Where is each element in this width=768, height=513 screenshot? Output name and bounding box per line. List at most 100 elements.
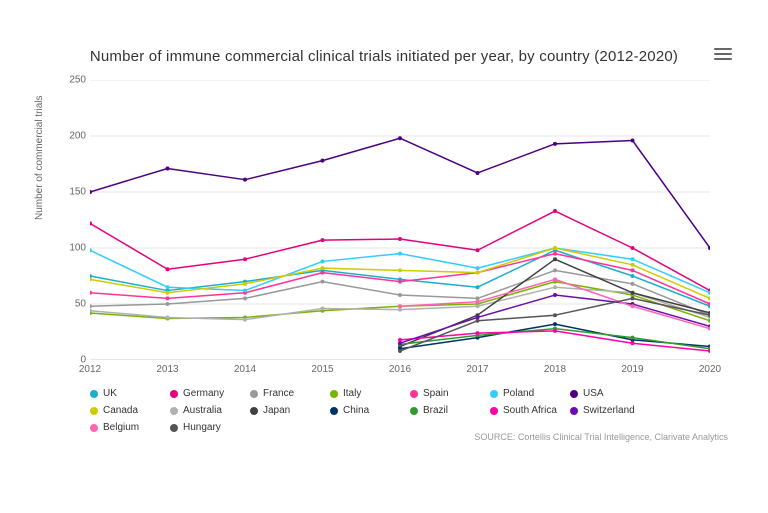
legend-label: South Africa xyxy=(503,405,557,416)
series-marker[interactable] xyxy=(553,285,557,289)
series-marker[interactable] xyxy=(631,268,635,272)
legend-item[interactable]: Switzerland xyxy=(570,405,646,416)
legend-item[interactable]: France xyxy=(250,388,326,399)
series-marker[interactable] xyxy=(166,315,170,319)
series-marker[interactable] xyxy=(321,238,325,242)
series-marker[interactable] xyxy=(321,280,325,284)
series-marker[interactable] xyxy=(398,304,402,308)
series-marker[interactable] xyxy=(398,268,402,272)
legend-item[interactable]: Italy xyxy=(330,388,406,399)
series-marker[interactable] xyxy=(631,263,635,267)
series-marker[interactable] xyxy=(553,322,557,326)
legend-item[interactable]: Japan xyxy=(250,405,326,416)
x-tick-label: 2013 xyxy=(156,364,178,375)
hamburger-icon[interactable] xyxy=(714,48,732,62)
series-marker[interactable] xyxy=(90,277,92,281)
series-marker[interactable] xyxy=(321,266,325,270)
series-marker[interactable] xyxy=(166,285,170,289)
series-marker[interactable] xyxy=(476,304,480,308)
series-marker[interactable] xyxy=(90,291,92,295)
legend-item[interactable]: Poland xyxy=(490,388,566,399)
series-marker[interactable] xyxy=(553,142,557,146)
series-marker[interactable] xyxy=(476,285,480,289)
series-marker[interactable] xyxy=(631,282,635,286)
series-line[interactable] xyxy=(400,331,710,351)
legend-item[interactable]: Spain xyxy=(410,388,486,399)
series-marker[interactable] xyxy=(553,313,557,317)
series-marker[interactable] xyxy=(553,293,557,297)
series-marker[interactable] xyxy=(631,257,635,261)
series-marker[interactable] xyxy=(553,329,557,333)
series-marker[interactable] xyxy=(631,274,635,278)
legend-swatch-icon xyxy=(90,390,98,398)
series-marker[interactable] xyxy=(631,336,635,340)
legend-swatch-icon xyxy=(410,390,418,398)
y-axis-label: Number of commercial trials xyxy=(34,96,45,220)
legend-item[interactable]: Belgium xyxy=(90,422,166,433)
legend-item[interactable]: USA xyxy=(570,388,646,399)
series-marker[interactable] xyxy=(631,304,635,308)
series-marker[interactable] xyxy=(476,171,480,175)
series-marker[interactable] xyxy=(166,291,170,295)
series-marker[interactable] xyxy=(90,190,92,194)
series-marker[interactable] xyxy=(398,341,402,345)
series-marker[interactable] xyxy=(553,246,557,250)
series-marker[interactable] xyxy=(321,271,325,275)
series-marker[interactable] xyxy=(321,259,325,263)
series-marker[interactable] xyxy=(398,280,402,284)
legend-label: China xyxy=(343,405,369,416)
x-tick-label: 2012 xyxy=(79,364,101,375)
source-caption: SOURCE: Cortellis Clinical Trial Intelli… xyxy=(474,432,728,442)
legend-label: Hungary xyxy=(183,422,221,433)
series-marker[interactable] xyxy=(166,302,170,306)
series-marker[interactable] xyxy=(398,237,402,241)
series-marker[interactable] xyxy=(243,178,247,182)
series-marker[interactable] xyxy=(398,252,402,256)
series-marker[interactable] xyxy=(398,293,402,297)
legend-item[interactable]: Germany xyxy=(170,388,246,399)
legend-item[interactable]: Brazil xyxy=(410,405,486,416)
series-marker[interactable] xyxy=(166,267,170,271)
series-marker[interactable] xyxy=(631,291,635,295)
series-marker[interactable] xyxy=(321,159,325,163)
series-marker[interactable] xyxy=(553,252,557,256)
legend-item[interactable]: China xyxy=(330,405,406,416)
series-marker[interactable] xyxy=(476,300,480,304)
series-marker[interactable] xyxy=(476,331,480,335)
legend-item[interactable]: Canada xyxy=(90,405,166,416)
legend-label: USA xyxy=(583,388,604,399)
series-marker[interactable] xyxy=(553,209,557,213)
series-marker[interactable] xyxy=(398,349,402,353)
legend-label: Spain xyxy=(423,388,449,399)
series-marker[interactable] xyxy=(476,319,480,323)
series-marker[interactable] xyxy=(553,257,557,261)
series-marker[interactable] xyxy=(90,304,92,308)
legend-label: Japan xyxy=(263,405,290,416)
x-tick-label: 2015 xyxy=(311,364,333,375)
legend-item[interactable]: Hungary xyxy=(170,422,246,433)
series-line[interactable] xyxy=(90,138,710,248)
series-marker[interactable] xyxy=(476,266,480,270)
legend-item[interactable]: South Africa xyxy=(490,405,566,416)
series-marker[interactable] xyxy=(476,248,480,252)
series-marker[interactable] xyxy=(631,341,635,345)
legend-item[interactable]: UK xyxy=(90,388,166,399)
series-marker[interactable] xyxy=(243,257,247,261)
series-marker[interactable] xyxy=(553,277,557,281)
series-marker[interactable] xyxy=(243,318,247,322)
y-tick-label: 250 xyxy=(62,75,86,86)
series-marker[interactable] xyxy=(321,306,325,310)
x-tick-label: 2018 xyxy=(544,364,566,375)
series-marker[interactable] xyxy=(631,296,635,300)
series-marker[interactable] xyxy=(476,271,480,275)
series-marker[interactable] xyxy=(243,282,247,286)
series-marker[interactable] xyxy=(166,166,170,170)
legend-item[interactable]: Australia xyxy=(170,405,246,416)
series-marker[interactable] xyxy=(631,138,635,142)
series-marker[interactable] xyxy=(166,296,170,300)
series-marker[interactable] xyxy=(243,296,247,300)
series-marker[interactable] xyxy=(631,246,635,250)
series-marker[interactable] xyxy=(243,289,247,293)
series-marker[interactable] xyxy=(398,136,402,140)
series-marker[interactable] xyxy=(553,268,557,272)
